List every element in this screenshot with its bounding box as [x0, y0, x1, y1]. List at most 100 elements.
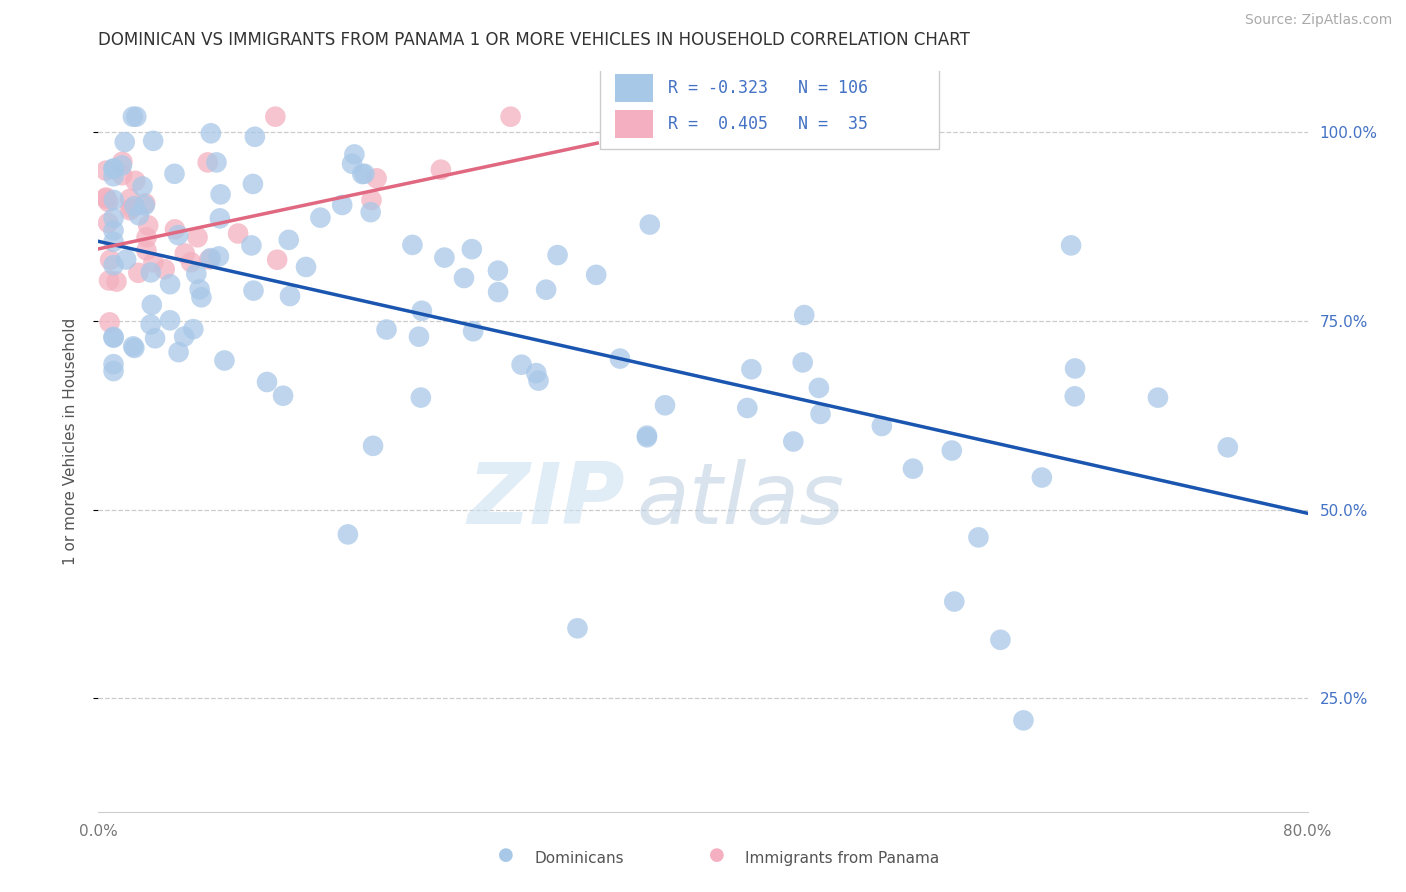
Point — [243, 129, 266, 144]
Point — [463, 324, 485, 338]
Point — [97, 194, 120, 209]
Point — [360, 205, 382, 219]
Point — [277, 233, 299, 247]
Point — [266, 252, 288, 267]
Point — [340, 157, 363, 171]
Point — [128, 208, 150, 222]
Point — [114, 135, 136, 149]
Point — [111, 168, 134, 182]
Point — [103, 161, 125, 176]
Point — [118, 203, 141, 218]
Point — [103, 169, 125, 184]
Point — [139, 265, 162, 279]
Point — [103, 223, 125, 237]
Point — [167, 228, 190, 243]
Point — [98, 252, 121, 267]
Point — [121, 201, 143, 215]
Point — [163, 222, 186, 236]
Point — [186, 230, 208, 244]
Point — [486, 285, 509, 299]
Point — [240, 238, 263, 252]
Point — [186, 267, 208, 281]
Point — [636, 430, 658, 444]
FancyBboxPatch shape — [600, 64, 939, 149]
Point — [214, 353, 236, 368]
Point — [103, 161, 125, 176]
Text: DOMINICAN VS IMMIGRANTS FROM PANAMA 1 OR MORE VEHICLES IN HOUSEHOLD CORRELATION : DOMINICAN VS IMMIGRANTS FROM PANAMA 1 OR… — [98, 31, 970, 49]
Point — [163, 167, 186, 181]
Text: ●: ● — [498, 846, 515, 863]
Point — [336, 527, 359, 541]
Point — [461, 242, 484, 256]
Point — [242, 177, 264, 191]
Point — [97, 216, 120, 230]
Point — [524, 366, 547, 380]
Point — [98, 273, 121, 287]
Point — [103, 357, 125, 371]
Point — [111, 154, 134, 169]
Point — [411, 303, 433, 318]
Point — [197, 155, 219, 169]
Point — [124, 341, 146, 355]
Point — [547, 248, 569, 262]
Point — [737, 401, 759, 415]
Point — [782, 434, 804, 449]
Point — [103, 235, 125, 249]
Point — [143, 331, 166, 345]
Point — [870, 419, 893, 434]
Point — [1216, 440, 1239, 454]
Point — [1031, 470, 1053, 484]
Point — [153, 262, 176, 277]
Point — [256, 375, 278, 389]
Point — [1060, 238, 1083, 252]
Point — [567, 621, 589, 635]
Point — [136, 219, 159, 233]
Point — [124, 174, 146, 188]
Point — [401, 238, 423, 252]
Point — [1063, 389, 1085, 403]
Point — [1012, 714, 1035, 728]
Point — [361, 439, 384, 453]
Point — [807, 381, 830, 395]
Point — [740, 362, 762, 376]
Point — [226, 227, 249, 241]
Point — [409, 391, 432, 405]
Point — [200, 251, 222, 265]
Point — [209, 187, 232, 202]
Text: R =  0.405   N =  35: R = 0.405 N = 35 — [668, 115, 868, 133]
Point — [353, 167, 375, 181]
Point — [430, 162, 453, 177]
Point — [433, 251, 456, 265]
Point — [180, 255, 202, 269]
Point — [167, 345, 190, 359]
Point — [159, 277, 181, 292]
Point — [94, 192, 117, 206]
Point — [103, 193, 125, 207]
Point — [131, 179, 153, 194]
Point — [901, 461, 924, 475]
Point — [510, 358, 533, 372]
Point — [122, 339, 145, 353]
Point — [135, 230, 157, 244]
Point — [111, 158, 134, 172]
Point — [278, 289, 301, 303]
Point — [173, 329, 195, 343]
Point — [103, 330, 125, 344]
Text: Dominicans: Dominicans — [534, 852, 624, 866]
Point — [188, 282, 211, 296]
Point — [486, 263, 509, 277]
Point — [103, 364, 125, 378]
Point — [200, 126, 222, 140]
Point — [636, 428, 658, 442]
Point — [135, 244, 157, 258]
Text: ●: ● — [709, 846, 725, 863]
Point — [352, 167, 374, 181]
Point — [124, 199, 146, 213]
Point — [534, 283, 557, 297]
Point — [360, 193, 382, 207]
Point — [654, 398, 676, 412]
Point — [1147, 391, 1170, 405]
Point — [366, 171, 388, 186]
Point — [190, 290, 212, 304]
Point — [792, 355, 814, 369]
